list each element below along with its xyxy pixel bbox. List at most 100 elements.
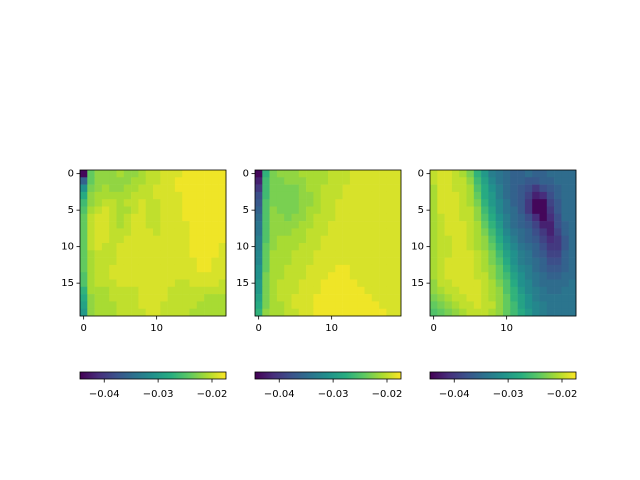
heatmap-cell: [218, 257, 227, 266]
heatmap-cell: [153, 206, 161, 215]
heatmap-cell: [182, 235, 190, 244]
heatmap-cell: [218, 279, 227, 288]
heatmap-cell: [561, 250, 569, 258]
heatmap-cell: [160, 250, 168, 258]
heatmap-cell: [379, 206, 387, 215]
heatmap-cell: [335, 243, 343, 251]
heatmap-cell: [189, 191, 198, 200]
heatmap-cell: [87, 191, 95, 200]
heatmap-cell: [524, 279, 533, 288]
heatmap-cell: [357, 199, 365, 207]
heatmap-cell: [328, 191, 336, 200]
heatmap-cell: [386, 199, 394, 207]
heatmap-cell: [510, 228, 518, 236]
heatmap-cell: [182, 177, 190, 185]
heatmap-cell: [568, 199, 577, 207]
heatmap-cell: [284, 243, 292, 251]
heatmap-cell: [364, 294, 373, 302]
heatmap-cell: [116, 221, 125, 229]
heatmap-cell: [320, 272, 329, 280]
heatmap-cell: [546, 272, 555, 280]
heatmap-cell: [342, 170, 351, 178]
heatmap-cell: [284, 308, 292, 317]
heatmap-cell: [444, 199, 453, 207]
heatmap-cell: [488, 243, 496, 251]
heatmap-cell: [131, 191, 139, 200]
heatmap-cell: [357, 264, 365, 273]
heatmap-cell: [182, 170, 190, 178]
heatmap-cell: [306, 199, 314, 207]
heatmap-cell: [284, 235, 292, 244]
heatmap-cell: [182, 279, 190, 288]
heatmap-cell: [481, 279, 489, 288]
heatmap-cell: [174, 170, 183, 178]
heatmap-cell: [131, 279, 139, 288]
heatmap-cell: [189, 286, 198, 295]
heatmap-cell: [328, 213, 336, 222]
heatmap-cell: [386, 206, 394, 215]
heatmap-cell: [320, 308, 329, 317]
heatmap-cell: [481, 286, 489, 295]
heatmap-cell: [298, 272, 307, 280]
heatmap-cell: [204, 228, 212, 236]
heatmap-cell: [101, 257, 110, 266]
heatmap-cell: [116, 177, 125, 185]
heatmap-cell: [101, 294, 110, 302]
heatmap-cell: [393, 170, 402, 178]
heatmap-cell: [393, 235, 402, 244]
heatmap-cell: [335, 221, 343, 229]
heatmap-cell: [524, 286, 533, 295]
heatmap-cell: [313, 184, 321, 193]
heatmap-cell: [510, 235, 518, 244]
heatmap-cell: [109, 206, 117, 215]
heatmap-cell: [568, 308, 577, 317]
heatmap-cell: [539, 257, 548, 266]
heatmap-cell: [160, 177, 168, 185]
colorbar-tick-label: −0.04: [264, 389, 295, 400]
heatmap-cell: [459, 235, 467, 244]
heatmap-cell: [87, 294, 95, 302]
heatmap-cell: [116, 191, 125, 200]
heatmap-cell: [371, 301, 380, 309]
heatmap-cell: [481, 250, 489, 258]
heatmap-cell: [145, 279, 154, 288]
heatmap-cell: [451, 272, 460, 280]
heatmap-cell: [320, 243, 329, 251]
heatmap-cell: [561, 228, 569, 236]
heatmap-cell: [430, 294, 438, 302]
heatmap-cell: [94, 294, 103, 302]
heatmap-cell: [459, 250, 467, 258]
heatmap-cell: [393, 177, 402, 185]
heatmap-cell: [109, 243, 117, 251]
heatmap-cell: [109, 228, 117, 236]
heatmap-cell: [539, 301, 548, 309]
heatmap-cell: [204, 279, 212, 288]
heatmap-cell: [211, 286, 219, 295]
heatmap-cell: [532, 170, 540, 178]
heatmap-cell: [510, 279, 518, 288]
heatmap-cell: [342, 184, 351, 193]
heatmap-cell: [430, 250, 438, 258]
heatmap-cell: [109, 286, 117, 295]
heatmap-cell: [357, 235, 365, 244]
heatmap-cell: [123, 228, 132, 236]
heatmap-cell: [101, 170, 110, 178]
heatmap-cell: [546, 257, 555, 266]
heatmap-cell: [153, 199, 161, 207]
heatmap-cell: [444, 279, 453, 288]
heatmap-cell: [546, 279, 555, 288]
heatmap-cell: [320, 213, 329, 222]
heatmap-cell: [255, 264, 263, 273]
heatmap-cell: [182, 206, 190, 215]
heatmap-cell: [276, 228, 285, 236]
heatmap-cell: [451, 286, 460, 295]
heatmap-cell: [123, 257, 132, 266]
heatmap-cell: [182, 272, 190, 280]
heatmap-cell: [262, 199, 270, 207]
heatmap-cell: [561, 206, 569, 215]
heatmap-cell: [101, 272, 110, 280]
heatmap-cell: [488, 199, 496, 207]
heatmap-cell: [386, 294, 394, 302]
heatmap-cell: [539, 228, 548, 236]
